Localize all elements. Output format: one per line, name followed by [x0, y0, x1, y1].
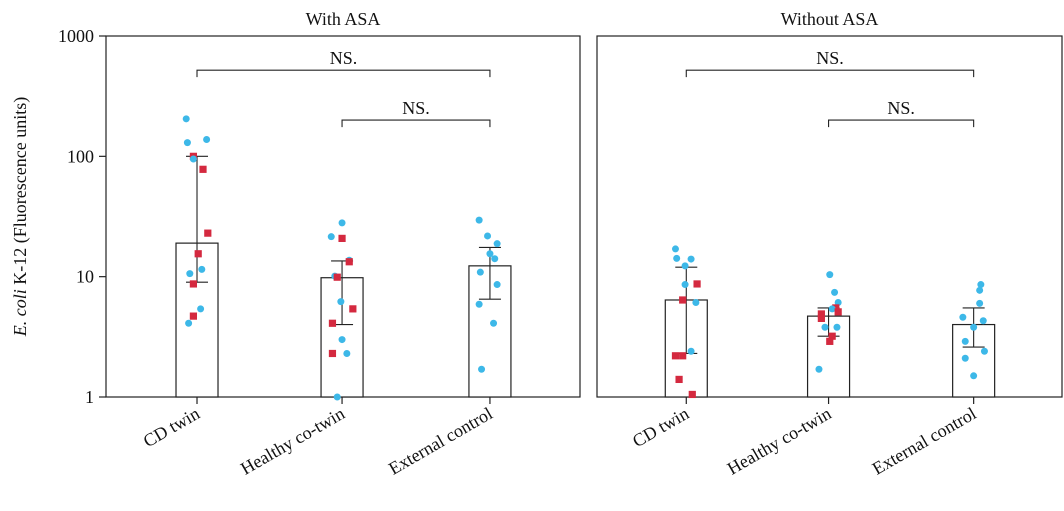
data-point-circle [961, 337, 969, 345]
data-point-circle [338, 336, 346, 344]
data-point-circle [493, 281, 501, 289]
data-point-square [328, 349, 337, 358]
data-point-circle [959, 313, 967, 321]
significance-label: NS. [402, 98, 430, 118]
data-point-square [189, 312, 198, 320]
data-point-square [688, 390, 696, 399]
significance-bracket [341, 119, 491, 128]
data-point-square [679, 352, 687, 360]
panel-title: With ASA [306, 9, 381, 29]
significance-label: NS. [816, 48, 844, 68]
data-point-square [194, 250, 202, 258]
data-point-square [671, 352, 680, 360]
data-point-circle [671, 245, 679, 253]
data-point-circle [333, 393, 341, 401]
data-point-circle [979, 317, 987, 325]
data-point-square [832, 304, 840, 312]
x-tick-label: External control [385, 403, 496, 479]
data-point-circle [828, 305, 836, 313]
data-point-circle [183, 139, 191, 147]
data-point-circle [484, 232, 492, 240]
data-point-circle [185, 319, 193, 327]
data-point-square [828, 332, 836, 340]
panel-1: With ASA 1 10 100 1000 CD twin Healthy co-twin… [58, 9, 581, 479]
data-point-circle [833, 323, 841, 331]
data-point-circle [327, 233, 335, 241]
data-point-square [189, 280, 198, 288]
data-point-circle [186, 270, 194, 278]
data-point-square [679, 296, 687, 304]
data-point-square [204, 229, 212, 237]
data-point-circle [197, 305, 205, 313]
data-point-circle [493, 240, 501, 248]
data-point-circle [189, 155, 197, 163]
data-point-circle [475, 300, 483, 308]
panel-title: Without ASA [781, 9, 879, 29]
data-point-circle [203, 136, 211, 144]
data-point-square [333, 273, 341, 281]
data-point-circle [687, 255, 695, 263]
significance-bracket [196, 69, 491, 78]
data-point-circle [831, 288, 839, 296]
y-axis-label-italic: E. coli [10, 289, 30, 337]
data-point-square [328, 319, 337, 327]
y-axis-label: E. coli K-12 (Fluorescence units) [10, 97, 31, 337]
data-point-circle [343, 349, 351, 357]
data-point-circle [970, 323, 978, 331]
data-point-circle [198, 265, 206, 273]
data-point-square [817, 310, 825, 318]
significance-bracket [685, 69, 975, 78]
x-tick-label: Healthy co-twin [724, 403, 835, 479]
data-point-circle [478, 365, 486, 373]
significance-label: NS. [887, 98, 915, 118]
data-point-circle [681, 281, 689, 289]
significance-label: NS. [330, 48, 358, 68]
data-point-circle [961, 354, 969, 362]
data-point-circle [182, 115, 190, 123]
data-point-square [826, 337, 834, 345]
panels: With ASA 1 10 100 1000 CD twin Healthy co-twin… [58, 9, 1063, 479]
data-point-circle [815, 365, 823, 373]
data-point-square [349, 305, 357, 313]
x-tick-label: CD twin [140, 403, 203, 451]
data-point-circle [673, 254, 681, 262]
data-point-square [675, 375, 683, 384]
data-point-circle [980, 347, 988, 355]
data-point-circle [692, 298, 700, 306]
y-tick-label: 100 [67, 146, 94, 166]
data-point-circle [970, 372, 978, 380]
data-point-circle [490, 319, 498, 327]
data-point-circle [834, 298, 842, 306]
data-point-circle [476, 268, 484, 276]
data-point-square [817, 314, 825, 322]
data-point-circle [826, 271, 834, 279]
y-tick-label: 10 [76, 267, 94, 287]
data-point-circle [977, 281, 985, 289]
y-axis-label-rest: K-12 (Fluorescence units) [10, 97, 31, 289]
y-tick-label: 1000 [58, 26, 94, 46]
x-tick-label: External control [869, 403, 980, 479]
data-point-square [199, 165, 207, 173]
data-point-circle [486, 250, 494, 258]
data-point-circle [976, 286, 984, 294]
data-point-circle [337, 298, 345, 306]
panel-2: Without ASA CD twin Healthy co-twin Externa… [596, 9, 1063, 479]
data-point-circle [491, 255, 499, 263]
data-point-square [338, 234, 346, 242]
data-point-circle [475, 216, 483, 224]
x-tick-label: CD twin [629, 403, 692, 451]
x-tick-label: Healthy co-twin [237, 403, 348, 479]
data-point-square [693, 280, 701, 288]
data-point-square [834, 308, 842, 316]
data-point-circle [681, 262, 689, 270]
data-point-circle [976, 299, 984, 307]
y-axis-title: E. coli K-12 (Fluorescence units) [10, 97, 31, 337]
data-point-circle [821, 323, 829, 331]
data-point-circle [687, 347, 695, 355]
data-point-square [345, 258, 353, 266]
significance-bracket [828, 119, 975, 128]
y-tick-label: 1 [85, 387, 94, 407]
data-point-circle [338, 219, 346, 227]
